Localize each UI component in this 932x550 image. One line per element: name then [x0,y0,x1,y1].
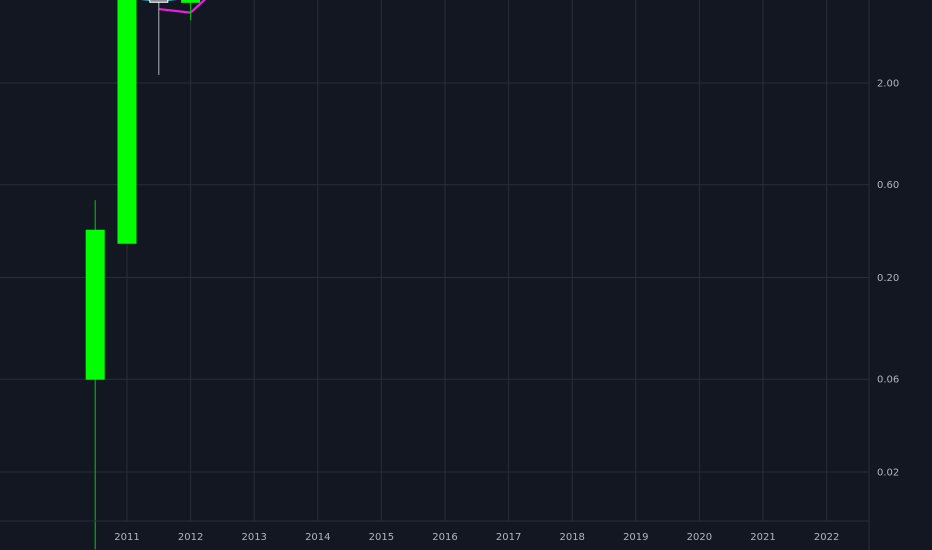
x-tick-label: 2016 [432,532,457,543]
chart-grid [0,0,869,521]
candle-up [181,0,201,3]
y-tick-label: 0.06 [877,375,899,386]
x-tick-label: 2022 [814,532,839,543]
candle-layer [85,0,201,550]
y-tick-label: 0.60 [877,180,899,191]
time-axis[interactable]: 2011 2012 2013 2014 2015 2016 2017 2018 2019 2020… [114,532,839,543]
x-tick-label: 2018 [559,532,584,543]
x-tick-label: 2012 [178,532,203,543]
candle-up [85,229,105,380]
price-axis[interactable]: 6000000.002000000.00600000.00200000.0060… [877,0,932,479]
x-tick-label: 2017 [496,532,521,543]
y-tick-label: 2.00 [877,79,899,90]
x-tick-label: 2015 [369,532,394,543]
y-tick-label: 0.20 [877,273,899,284]
y-tick-label: 0.02 [877,468,899,479]
x-tick-label: 2021 [750,532,775,543]
candle-up [117,0,137,244]
x-tick-label: 2013 [241,532,266,543]
candle-down [149,0,169,3]
x-tick-label: 2014 [305,532,330,543]
x-tick-label: 2020 [687,532,712,543]
x-tick-label: 2019 [623,532,648,543]
x-tick-label: 2011 [114,532,139,543]
